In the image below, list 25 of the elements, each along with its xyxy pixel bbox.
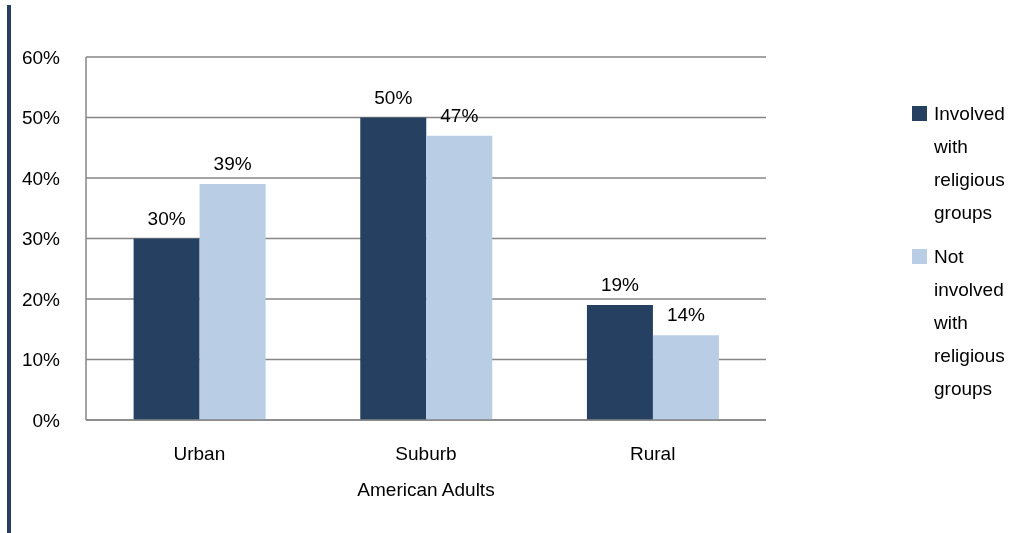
y-tick-label: 20% <box>21 288 61 310</box>
bar <box>133 238 200 420</box>
x-axis-title: American Adults <box>357 479 495 500</box>
data-label: 47% <box>440 104 479 126</box>
bar <box>586 305 653 420</box>
y-tick-label: 30% <box>21 228 61 250</box>
y-tick-label: 40% <box>21 167 61 189</box>
bar <box>360 117 427 420</box>
y-tick-label: 0% <box>32 409 61 431</box>
data-label: 19% <box>600 274 640 296</box>
legend-label: Involved with religious groups <box>934 102 1006 225</box>
data-label: 30% <box>147 207 186 229</box>
bar <box>652 335 719 420</box>
x-tick-label: Urban <box>173 443 226 465</box>
y-tick-label: 60% <box>21 46 61 68</box>
legend-label: Not involved with religious groups <box>934 245 1006 401</box>
bar <box>199 184 266 420</box>
y-tick-label: 50% <box>21 107 61 129</box>
bar <box>426 135 493 420</box>
y-tick-label: 10% <box>21 349 61 371</box>
data-label: 39% <box>213 153 252 175</box>
data-label: 50% <box>374 86 413 108</box>
data-label: 14% <box>666 304 706 326</box>
x-tick-label: Suburb <box>395 443 457 465</box>
x-tick-label: Rural <box>629 443 676 465</box>
